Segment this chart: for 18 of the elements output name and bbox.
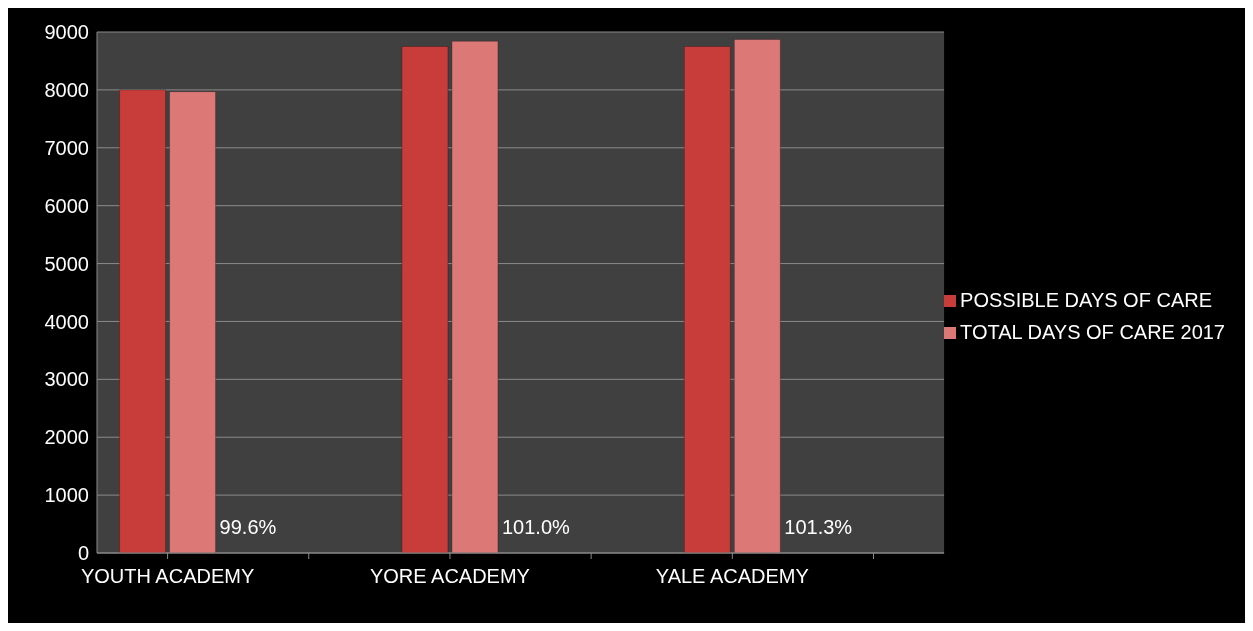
- x-tick-label: YALE ACADEMY: [655, 565, 809, 588]
- y-tick-label: 6000: [44, 194, 89, 217]
- y-tick-label: 8000: [44, 78, 89, 101]
- legend-label: TOTAL DAYS OF CARE 2017: [960, 320, 1225, 343]
- x-tick-label: YORE ACADEMY: [369, 565, 530, 588]
- y-tick-label: 1000: [44, 484, 89, 507]
- annotation: 101.3%: [784, 516, 853, 539]
- y-tick-label: 2000: [44, 426, 89, 449]
- legend-label: POSSIBLE DAYS OF CARE: [960, 288, 1213, 311]
- annotation: 101.0%: [501, 516, 570, 539]
- annotation: 99.6%: [219, 516, 277, 539]
- y-tick-label: 7000: [44, 136, 89, 159]
- y-tick-label: 3000: [44, 368, 89, 391]
- y-tick-label: 5000: [44, 252, 89, 275]
- y-tick-label: 9000: [44, 21, 89, 44]
- x-tick-label: YOUTH ACADEMY: [80, 565, 255, 588]
- y-tick-label: 0: [77, 542, 89, 565]
- y-tick-label: 4000: [44, 310, 89, 333]
